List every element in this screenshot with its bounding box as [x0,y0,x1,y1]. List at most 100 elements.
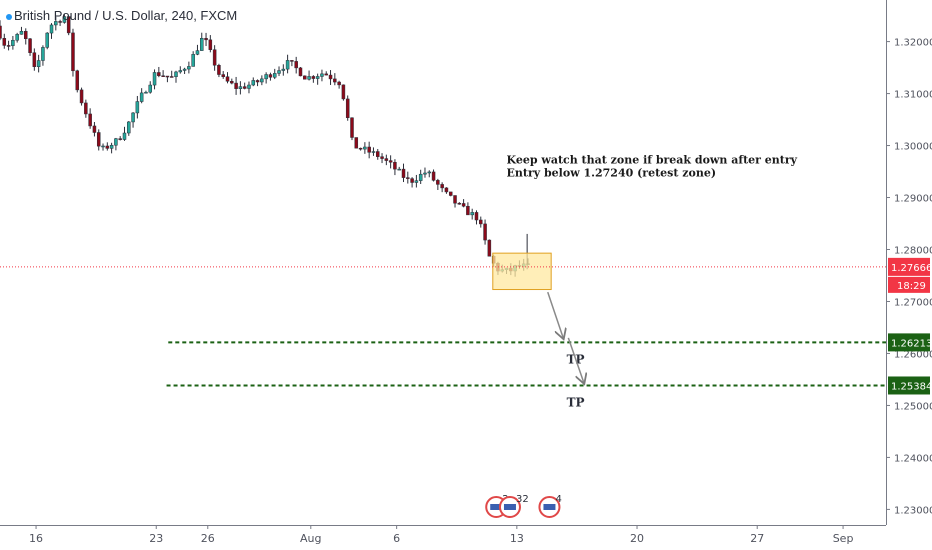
tp-price-badge [888,376,930,395]
candle-body [384,158,389,161]
last-price-label: 1.27666 [891,263,932,274]
candle-body [88,113,92,127]
candle-body [367,146,371,153]
countdown-label: 18:29 [897,281,926,292]
candle-body [225,76,230,82]
entry-zone-box [492,252,552,291]
candle-body [281,68,286,71]
candle-body [371,151,376,153]
candle-body [418,173,423,181]
candle-body [341,84,346,100]
candle-body [75,70,80,91]
candle-body [127,121,131,134]
candle-body [345,98,350,118]
candle-body [388,160,393,163]
candle-body [350,117,354,138]
candle-body [264,74,268,80]
candle-body [24,30,28,40]
candle-body [92,125,97,133]
candle-body [114,138,118,146]
time-tick-label: Sep [833,532,854,545]
candle-body [238,86,243,89]
candle-body [401,168,406,178]
candle-body [200,38,204,51]
event-marker [538,496,561,518]
candle-body [28,38,32,53]
candle-body [212,49,217,66]
candle-body [32,52,37,67]
candle-body [49,24,54,34]
candle-body [71,32,75,72]
chart-title: British Pound / U.S. Dollar, 240, FXCM [6,8,237,23]
candle-body [122,132,127,140]
last-price-badge [888,257,930,276]
candle-body [444,187,449,193]
candle-body [354,137,359,149]
candle-body [204,38,208,41]
candle-body [461,203,466,207]
candle-body [208,39,213,50]
candle-body [397,168,401,171]
candle-body [45,32,49,48]
candle-body [376,151,380,157]
price-tick-label: 1.24000 [894,453,932,464]
annotation-line-1: Keep watch that zone if break down after… [507,154,798,167]
price-tick-label: 1.28000 [894,246,932,257]
candle-body [479,219,483,225]
candle-body [36,60,41,67]
time-tick-label: 6 [393,532,400,545]
candle-body [234,82,238,89]
candle-body [298,67,303,77]
candle-body [380,156,384,159]
candle-body [406,177,410,179]
candle-body [294,61,298,69]
candle-body [393,161,397,170]
candle-body [84,102,88,115]
price-tick-label: 1.30000 [894,142,932,153]
time-tick-label: 27 [750,532,764,545]
candle-body [285,60,290,70]
candle-body [6,45,11,47]
candle-body [483,223,487,241]
event-flag-stripe [490,504,503,510]
candle-body [165,75,170,78]
chart-title-text: British Pound / U.S. Dollar, 240, FXCM [14,8,238,23]
candle-body [58,21,62,23]
candle-body [290,60,294,62]
candle-body [157,72,161,76]
candle-body [324,73,328,76]
time-tick-label: Aug [300,532,321,545]
event-flag-stripe [543,504,556,510]
candle-body [431,171,436,181]
candle-body [54,21,58,26]
candle-body [423,172,427,175]
candle-body [268,74,273,78]
candle-body [11,39,15,46]
candle-body [414,180,419,183]
candle-body [66,16,71,34]
candle-body [15,34,19,41]
candle-body [144,91,148,94]
candle-body [152,72,157,86]
candle-body [333,78,337,83]
candle-body [427,171,432,174]
price-tick-label: 1.23000 [894,505,932,516]
time-tick-label: 16 [29,532,43,545]
tp-price-label: 1.25384 [891,381,932,392]
candle-body [474,212,479,221]
trend-arrow [547,291,563,338]
candle-body [448,191,453,196]
time-tick-label: 23 [149,532,163,545]
candle-body [311,76,316,79]
candle-body [410,178,414,183]
tp-text: TP [567,395,585,409]
time-tick-label: 20 [630,532,644,545]
countdown-badge [888,276,930,293]
price-tick-label: 1.29000 [894,194,932,205]
candle-body [79,89,84,104]
candle-body [457,202,462,205]
event-flag-stripe [503,504,516,510]
candle-body [187,66,191,70]
candle-body [19,30,24,35]
